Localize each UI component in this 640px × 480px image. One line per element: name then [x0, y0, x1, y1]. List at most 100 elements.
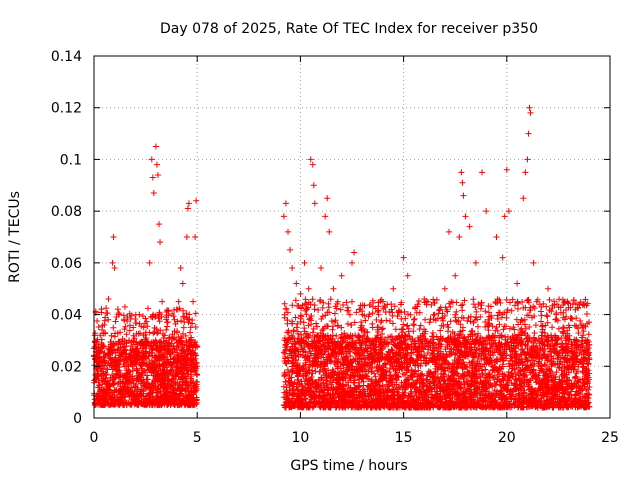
- data-point: [92, 330, 99, 337]
- data-point: [153, 368, 160, 375]
- data-point: [167, 388, 174, 395]
- data-point: [420, 386, 427, 393]
- data-point: [449, 329, 456, 336]
- data-point: [508, 307, 515, 314]
- data-point: [447, 318, 454, 325]
- data-point: [190, 401, 197, 408]
- data-point: [572, 391, 579, 398]
- data-point: [95, 324, 102, 331]
- data-point: [171, 307, 178, 314]
- data-point: [482, 308, 489, 315]
- data-point: [115, 388, 122, 395]
- data-point: [114, 306, 121, 313]
- data-point: [143, 334, 150, 341]
- data-point: [194, 343, 201, 350]
- data-point: [108, 332, 115, 339]
- data-point: [156, 361, 163, 368]
- data-point: [192, 387, 199, 394]
- data-point: [163, 326, 170, 333]
- data-point: [158, 313, 165, 320]
- data-point: [94, 372, 101, 379]
- data-point: [304, 331, 311, 338]
- data-point: [337, 306, 344, 313]
- data-point: [338, 331, 345, 338]
- data-point: [148, 385, 155, 392]
- data-point: [402, 386, 409, 393]
- data-point: [107, 382, 114, 389]
- data-point: [91, 399, 98, 406]
- data-point: [183, 314, 190, 321]
- data-point: [464, 317, 471, 324]
- data-point: [549, 304, 556, 311]
- data-point: [153, 355, 160, 362]
- data-point: [94, 367, 101, 374]
- data-point: [384, 339, 391, 346]
- data-point: [180, 361, 187, 368]
- data-point: [551, 301, 558, 308]
- data-point: [167, 367, 174, 374]
- data-point: [139, 339, 146, 346]
- data-point: [509, 296, 516, 303]
- data-point: [426, 319, 433, 326]
- data-point: [477, 305, 484, 312]
- data-point: [173, 336, 180, 343]
- data-point: [133, 338, 140, 345]
- data-point: [582, 393, 589, 400]
- data-point: [140, 324, 147, 331]
- data-point: [163, 392, 170, 399]
- data-point: [112, 318, 119, 325]
- data-point: [493, 324, 500, 331]
- chart-title: Day 078 of 2025, Rate Of TEC Index for r…: [160, 21, 538, 37]
- data-point: [96, 345, 103, 352]
- data-point: [437, 327, 444, 334]
- data-point: [188, 387, 195, 394]
- data-point: [126, 310, 133, 317]
- data-point: [182, 373, 189, 380]
- data-point: [123, 343, 130, 350]
- data-point: [495, 371, 502, 378]
- data-point: [181, 313, 188, 320]
- data-point: [180, 330, 187, 337]
- data-point: [183, 310, 190, 317]
- data-point: [538, 312, 545, 319]
- data-point: [114, 394, 121, 401]
- data-point: [139, 371, 146, 378]
- data-point: [283, 306, 290, 313]
- data-point: [470, 319, 477, 326]
- data-point: [178, 317, 185, 324]
- data-point: [104, 310, 111, 317]
- data-point: [424, 382, 431, 389]
- data-point: [149, 352, 156, 359]
- data-point: [379, 330, 386, 337]
- data-point: [109, 366, 116, 373]
- data-point: [110, 376, 117, 383]
- data-point: [103, 391, 110, 398]
- data-point: [156, 347, 163, 354]
- data-point: [565, 300, 572, 307]
- data-point: [173, 366, 180, 373]
- data-point: [417, 322, 424, 329]
- data-point: [149, 398, 156, 405]
- data-point: [98, 309, 105, 316]
- data-point: [162, 346, 169, 353]
- data-point: [410, 321, 417, 328]
- data-point: [526, 324, 533, 331]
- data-point: [171, 401, 178, 408]
- data-point: [294, 320, 301, 327]
- data-point: [415, 298, 422, 305]
- data-point: [164, 399, 171, 406]
- data-point: [479, 370, 486, 377]
- data-point: [284, 309, 291, 316]
- data-point: [174, 385, 181, 392]
- data-point: [132, 401, 139, 408]
- data-point: [147, 391, 154, 398]
- data-point: [121, 373, 128, 380]
- data-point: [152, 337, 159, 344]
- data-point: [563, 313, 570, 320]
- data-point: [173, 343, 180, 350]
- data-point: [512, 358, 519, 365]
- data-point: [317, 297, 324, 304]
- data-point: [148, 401, 155, 408]
- data-point: [123, 370, 130, 377]
- data-point: [112, 330, 119, 337]
